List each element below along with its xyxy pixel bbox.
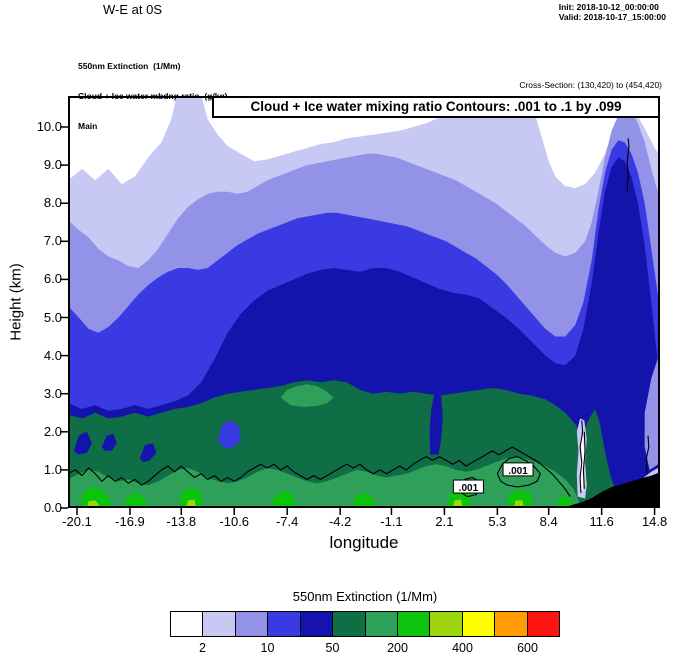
contour-line-mixing-ratio-001-loop2 bbox=[496, 456, 542, 488]
run-times: Init: 2018-10-12_00:00:00 Valid: 2018-10… bbox=[559, 2, 666, 22]
region-blue-blob bbox=[217, 420, 241, 449]
x-tick-label: -1.1 bbox=[380, 514, 403, 529]
colorbar-cell bbox=[365, 612, 398, 636]
contour-line-mixing-ratio-upper-right bbox=[626, 138, 630, 192]
contour-line-mixing-ratio-column-a bbox=[579, 420, 584, 493]
y-tick-label: 2.0 bbox=[43, 423, 62, 439]
colorbar-label: 200 bbox=[387, 641, 408, 655]
contour-title-box: Cloud + Ice water mixing ratio Contours:… bbox=[212, 96, 660, 118]
colorbar-cell bbox=[495, 612, 528, 636]
x-tick-label: -10.6 bbox=[219, 514, 250, 529]
colorbar bbox=[170, 611, 560, 637]
colorbar-cell bbox=[171, 612, 204, 636]
field-extinction: 550nm Extinction (1/Mm) bbox=[78, 61, 181, 71]
region-brightgreen-h bbox=[557, 496, 574, 508]
region-brightgreen-f bbox=[447, 488, 471, 508]
y-tick-label: 0.0 bbox=[43, 500, 62, 515]
region-brightgreen-g bbox=[507, 488, 533, 508]
x-tick-label: -16.9 bbox=[115, 514, 145, 529]
x-axis-title: longitude bbox=[329, 533, 399, 552]
y-tick-label: 5.0 bbox=[43, 309, 62, 325]
y-tick-label: 4.0 bbox=[43, 347, 62, 363]
y-tick-label: 10.0 bbox=[36, 119, 62, 134]
y-tick-label: 1.0 bbox=[43, 461, 62, 477]
x-tick-label: -7.4 bbox=[275, 514, 299, 529]
colorbar-label: 600 bbox=[517, 641, 538, 655]
region-brightgreen-d bbox=[272, 490, 296, 508]
region-brightgreen-e bbox=[353, 492, 375, 508]
y-axis-title: Height (km) bbox=[7, 263, 25, 341]
page-title: W-E at 0S bbox=[103, 2, 163, 17]
region-darkblue-speck-a bbox=[73, 431, 92, 455]
x-tick-label: 14.8 bbox=[641, 514, 668, 529]
y-tick-label: 9.0 bbox=[43, 157, 62, 173]
colorbar-cell bbox=[333, 612, 366, 636]
region-darkblue-speck-c bbox=[139, 443, 157, 463]
region-darkblue-streak bbox=[429, 393, 443, 455]
x-tick-label: 5.3 bbox=[488, 514, 507, 529]
region-brightgreen-c bbox=[179, 487, 203, 508]
colorbar-cell bbox=[268, 612, 301, 636]
x-tick-label: 2.1 bbox=[435, 514, 454, 529]
svg-text:.001: .001 bbox=[459, 483, 479, 494]
region-terrain bbox=[563, 472, 660, 508]
colorbar-label: 2 bbox=[199, 641, 206, 655]
colorbar-cell bbox=[527, 612, 560, 636]
region-brightgreen-b bbox=[125, 492, 147, 508]
colorbar-cell bbox=[235, 612, 269, 636]
y-tick-label: 7.0 bbox=[43, 233, 62, 249]
region-yellowgreen-b bbox=[186, 499, 197, 508]
x-tick-label: -4.2 bbox=[328, 514, 352, 529]
region-darkblue-speck-b bbox=[101, 433, 117, 451]
field-main: Main bbox=[78, 121, 98, 131]
x-tick-label: -13.8 bbox=[166, 514, 197, 529]
cross-section-label: Cross-Section: (130,420) to (454,420) bbox=[519, 80, 662, 90]
contour-label: .001 bbox=[452, 479, 484, 494]
x-tick-label: -20.1 bbox=[62, 514, 92, 529]
colorbar-title: 550nm Extinction (1/Mm) bbox=[292, 589, 438, 604]
svg-text:.001: .001 bbox=[508, 466, 528, 477]
colorbar-label: 10 bbox=[260, 641, 275, 655]
field-svg: .001 .001 bbox=[60, 96, 660, 515]
contour-line-mixing-ratio-column-b bbox=[582, 431, 586, 489]
colorbar-cell bbox=[430, 612, 463, 636]
y-tick-label: 8.0 bbox=[43, 195, 62, 211]
colorbar-label: 50 bbox=[325, 641, 340, 655]
y-tick-label: 3.0 bbox=[43, 385, 62, 401]
colorbar-label: 400 bbox=[452, 641, 473, 655]
valid-time: Valid: 2018-10-17_15:00:00 bbox=[558, 12, 666, 22]
colorbar-cell bbox=[300, 612, 334, 636]
colorbar-cell bbox=[397, 612, 431, 636]
colorbar-cell bbox=[462, 612, 496, 636]
contour-line-mixing-ratio-001-main bbox=[68, 446, 571, 497]
colorbar-cell bbox=[203, 612, 236, 636]
region-midgreen-blob bbox=[280, 384, 334, 407]
region-yellowgreen-c bbox=[452, 499, 463, 508]
x-tick-label: 11.6 bbox=[589, 514, 614, 529]
contour-label: .001 bbox=[502, 462, 534, 477]
init-time: Init: 2018-10-12_00:00:00 bbox=[558, 2, 659, 12]
y-tick-label: 6.0 bbox=[43, 271, 62, 287]
x-tick-label: 8.4 bbox=[539, 514, 558, 529]
contour-line-mixing-ratio-right-low bbox=[645, 435, 650, 474]
